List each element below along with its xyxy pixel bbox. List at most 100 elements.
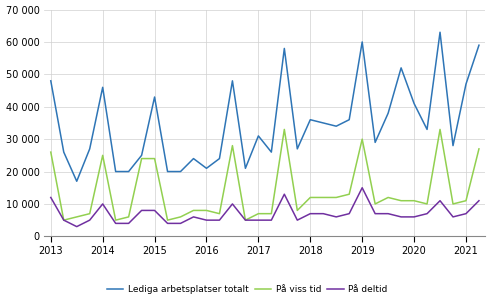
Lediga arbetsplatser totalt xyxy=(229,79,235,83)
Lediga arbetsplatser totalt xyxy=(476,43,482,47)
Lediga arbetsplatser totalt xyxy=(269,150,274,154)
På viss tid xyxy=(411,199,417,202)
På viss tid xyxy=(424,202,430,206)
På deltid xyxy=(152,208,158,212)
På viss tid xyxy=(385,196,391,199)
På deltid xyxy=(243,218,248,222)
På viss tid xyxy=(126,215,132,219)
På deltid xyxy=(204,218,210,222)
Lediga arbetsplatser totalt xyxy=(87,147,93,151)
Lediga arbetsplatser totalt xyxy=(372,141,378,144)
På deltid xyxy=(476,199,482,202)
På deltid xyxy=(385,212,391,215)
Lediga arbetsplatser totalt xyxy=(437,30,443,34)
Lediga arbetsplatser totalt xyxy=(307,118,313,122)
På viss tid xyxy=(269,212,274,215)
Line: På viss tid: På viss tid xyxy=(51,129,479,220)
Lediga arbetsplatser totalt xyxy=(152,95,158,99)
På viss tid xyxy=(437,128,443,131)
Lediga arbetsplatser totalt xyxy=(138,154,144,157)
På viss tid xyxy=(178,215,184,219)
På deltid xyxy=(269,218,274,222)
På viss tid xyxy=(398,199,404,202)
Lediga arbetsplatser totalt xyxy=(320,121,326,125)
På deltid xyxy=(424,212,430,215)
På deltid xyxy=(307,212,313,215)
På deltid xyxy=(372,212,378,215)
Lediga arbetsplatser totalt xyxy=(61,150,67,154)
På deltid xyxy=(346,212,352,215)
På viss tid xyxy=(191,208,196,212)
På viss tid xyxy=(87,212,93,215)
Lediga arbetsplatser totalt xyxy=(463,82,469,86)
På deltid xyxy=(100,202,106,206)
Lediga arbetsplatser totalt xyxy=(217,157,222,160)
På viss tid xyxy=(113,218,119,222)
Lediga arbetsplatser totalt xyxy=(424,128,430,131)
På viss tid xyxy=(229,144,235,148)
På viss tid xyxy=(450,202,456,206)
Lediga arbetsplatser totalt xyxy=(346,118,352,122)
På viss tid xyxy=(346,192,352,196)
På deltid xyxy=(320,212,326,215)
På viss tid xyxy=(217,212,222,215)
På deltid xyxy=(138,208,144,212)
På deltid xyxy=(398,215,404,219)
På viss tid xyxy=(48,150,54,154)
Lediga arbetsplatser totalt xyxy=(204,166,210,170)
På deltid xyxy=(333,215,339,219)
Legend: Lediga arbetsplatser totalt, På viss tid, På deltid: Lediga arbetsplatser totalt, På viss tid… xyxy=(103,282,391,298)
Lediga arbetsplatser totalt xyxy=(255,134,261,138)
Lediga arbetsplatser totalt xyxy=(411,102,417,105)
På deltid xyxy=(178,221,184,225)
På viss tid xyxy=(307,196,313,199)
Lediga arbetsplatser totalt xyxy=(48,79,54,83)
På deltid xyxy=(87,218,93,222)
Lediga arbetsplatser totalt xyxy=(191,157,196,160)
På viss tid xyxy=(333,196,339,199)
På deltid xyxy=(229,202,235,206)
Line: På deltid: På deltid xyxy=(51,188,479,227)
Lediga arbetsplatser totalt xyxy=(126,170,132,173)
Lediga arbetsplatser totalt xyxy=(359,40,365,44)
Lediga arbetsplatser totalt xyxy=(385,112,391,115)
Lediga arbetsplatser totalt xyxy=(113,170,119,173)
Lediga arbetsplatser totalt xyxy=(281,47,287,50)
På viss tid xyxy=(243,218,248,222)
På deltid xyxy=(113,221,119,225)
På deltid xyxy=(437,199,443,202)
På viss tid xyxy=(204,208,210,212)
På deltid xyxy=(191,215,196,219)
På viss tid xyxy=(372,202,378,206)
Lediga arbetsplatser totalt xyxy=(398,66,404,70)
På deltid xyxy=(450,215,456,219)
Lediga arbetsplatser totalt xyxy=(333,124,339,128)
På viss tid xyxy=(138,157,144,160)
Lediga arbetsplatser totalt xyxy=(450,144,456,148)
På deltid xyxy=(126,221,132,225)
På viss tid xyxy=(463,199,469,202)
Lediga arbetsplatser totalt xyxy=(178,170,184,173)
På deltid xyxy=(281,192,287,196)
På viss tid xyxy=(476,147,482,151)
På viss tid xyxy=(359,137,365,141)
På deltid xyxy=(48,196,54,199)
På viss tid xyxy=(255,212,261,215)
Lediga arbetsplatser totalt xyxy=(100,85,106,89)
På viss tid xyxy=(61,218,67,222)
På deltid xyxy=(217,218,222,222)
På viss tid xyxy=(100,154,106,157)
Line: Lediga arbetsplatser totalt: Lediga arbetsplatser totalt xyxy=(51,32,479,181)
Lediga arbetsplatser totalt xyxy=(164,170,170,173)
På deltid xyxy=(295,218,300,222)
På deltid xyxy=(463,212,469,215)
På viss tid xyxy=(152,157,158,160)
Lediga arbetsplatser totalt xyxy=(243,166,248,170)
På deltid xyxy=(164,221,170,225)
På deltid xyxy=(359,186,365,190)
På viss tid xyxy=(320,196,326,199)
På viss tid xyxy=(281,128,287,131)
På viss tid xyxy=(295,208,300,212)
Lediga arbetsplatser totalt xyxy=(74,179,80,183)
På viss tid xyxy=(74,215,80,219)
